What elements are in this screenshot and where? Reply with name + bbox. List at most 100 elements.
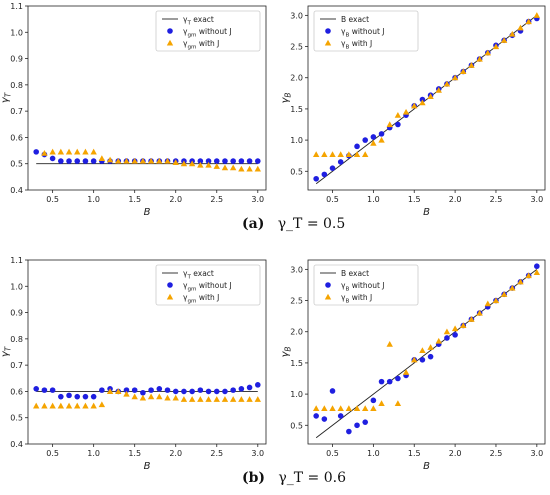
point-with-j — [229, 396, 237, 402]
point-with-j — [180, 396, 188, 402]
point-without-j — [123, 387, 130, 393]
caption-b-label: (b) — [242, 470, 266, 486]
y-tick-label: 0.5 — [290, 167, 303, 176]
point-with-j — [460, 68, 467, 75]
point-with-j — [509, 284, 516, 291]
point-with-j — [106, 388, 114, 394]
point-without-j — [222, 388, 228, 395]
point-with-j — [353, 151, 361, 158]
legend-box — [313, 264, 419, 306]
point-without-j — [213, 388, 220, 395]
point-with-j — [378, 136, 385, 143]
point-without-j — [534, 263, 540, 270]
y-axis-label: γT — [0, 91, 13, 103]
point-without-j — [74, 158, 81, 164]
point-with-j — [33, 402, 40, 409]
point-with-j — [147, 157, 155, 164]
legend-circle-swatch — [325, 28, 331, 34]
point-with-j — [156, 157, 163, 164]
point-with-j — [337, 151, 344, 158]
point-without-j — [189, 388, 195, 395]
point-with-j — [90, 402, 97, 409]
point-without-j — [444, 335, 450, 341]
point-without-j — [362, 419, 369, 425]
point-with-j — [427, 93, 434, 100]
y-tick-label: 2.0 — [290, 74, 303, 83]
point-with-j — [492, 297, 500, 304]
point-with-j — [362, 405, 369, 412]
point-with-j — [345, 405, 353, 412]
point-with-j — [525, 18, 532, 25]
point-with-j — [435, 87, 442, 93]
point-with-j — [221, 164, 229, 171]
x-tick-label: 3.0 — [251, 449, 264, 458]
point-with-j — [451, 74, 459, 81]
caption-a-text: γ_T = 0.5 — [277, 216, 346, 232]
x-axis-label: B — [144, 461, 151, 472]
point-with-j — [321, 405, 328, 412]
point-without-j — [172, 388, 179, 395]
point-without-j — [49, 155, 56, 162]
point-without-j — [362, 137, 369, 143]
y-tick-label: 1.0 — [10, 28, 23, 37]
legend-label: γT exact — [183, 15, 214, 27]
x-tick-label: 2.5 — [210, 195, 223, 204]
legend-circle-swatch — [167, 282, 173, 288]
legend-label: γgm with J — [183, 293, 219, 305]
legend-label: B exact — [341, 15, 369, 24]
x-tick-label: 2.5 — [490, 195, 503, 204]
x-axis-label: B — [144, 207, 151, 218]
point-with-j — [131, 157, 138, 164]
chart-a-right: 0.5 1.0 1.5 2.0 2.5 3.0 0.5 1.0 1.5 2.0 2.5 3.0 BγB B… — [280, 5, 546, 218]
point-with-j — [353, 405, 361, 412]
point-with-j — [427, 344, 434, 350]
point-with-j — [65, 148, 73, 155]
y-tick-label: 1.5 — [290, 105, 303, 114]
point-without-j — [164, 387, 171, 393]
point-with-j — [411, 356, 418, 363]
point-with-j — [213, 396, 220, 402]
y-tick-label: 1.0 — [10, 282, 23, 291]
point-with-j — [74, 148, 81, 155]
point-without-j — [33, 149, 40, 155]
point-without-j — [395, 375, 401, 382]
y-tick-label: 3.0 — [290, 265, 303, 274]
x-tick-label: 1.5 — [128, 195, 141, 204]
chart-b-left: 0.5 1.0 1.5 2.0 2.5 3.0 0.4 0.5 0.6 0.7 0.8 0.9 1.0 1… — [0, 256, 267, 472]
caption-b: (b) γ_T = 0.6 — [242, 470, 346, 486]
point-with-j — [115, 157, 122, 164]
point-with-j — [509, 30, 516, 37]
point-with-j — [517, 278, 524, 285]
point-without-j — [246, 158, 253, 164]
point-with-j — [394, 400, 402, 407]
point-with-j — [229, 164, 237, 171]
caption-a-label: (a) — [242, 216, 265, 232]
y-tick-label: 0.4 — [10, 440, 23, 449]
series-exact-line — [315, 268, 538, 439]
plot-frame — [307, 259, 546, 445]
legend-box — [313, 10, 419, 52]
legend: B exact γB without JγB with J — [313, 264, 419, 306]
plot-frame — [27, 5, 267, 191]
point-with-j — [41, 150, 48, 156]
legend-label: B exact — [341, 269, 369, 278]
point-with-j — [337, 405, 344, 412]
y-tick-label: 0.6 — [10, 133, 23, 142]
point-with-j — [139, 157, 147, 164]
x-tick-label: 1.5 — [408, 195, 421, 204]
point-without-j — [181, 388, 187, 395]
point-with-j — [500, 291, 508, 297]
point-with-j — [82, 148, 89, 155]
chart-b-right: 0.5 1.0 1.5 2.0 2.5 3.0 0.5 1.0 1.5 2.0 2.5 3.0 BγB B… — [280, 259, 546, 472]
point-with-j — [188, 160, 196, 167]
point-with-j — [386, 341, 393, 347]
x-tick-label: 2.0 — [169, 449, 182, 458]
point-with-j — [164, 394, 171, 401]
point-with-j — [386, 121, 393, 128]
point-with-j — [476, 55, 483, 62]
point-with-j — [484, 300, 491, 307]
point-with-j — [180, 160, 188, 167]
